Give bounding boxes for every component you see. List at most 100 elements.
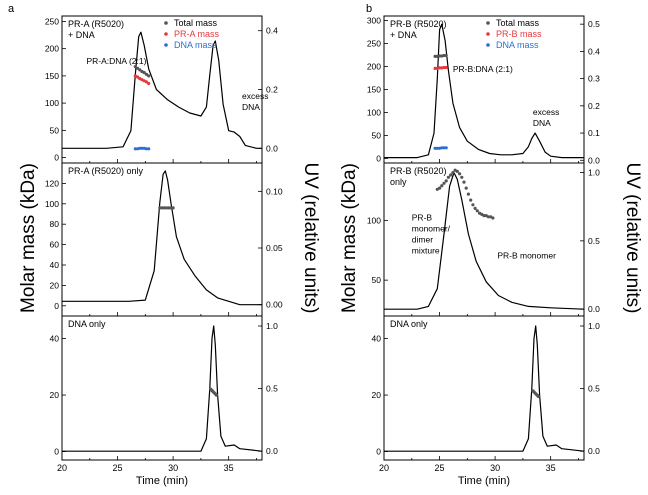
y2-tick-label: 1.0: [588, 321, 600, 331]
x-tick-label: 30: [490, 463, 500, 473]
uv-trace: [62, 31, 262, 149]
y-tick-label: 250: [367, 39, 381, 49]
plot-bottom: 0 20 40 0.0 0.5 1.0 DNA only: [372, 315, 600, 461]
x-tick-label: 25: [435, 463, 445, 473]
mass-series: [133, 74, 151, 86]
mass-point: [167, 206, 171, 210]
y2-tick-label: 1.0: [588, 168, 600, 178]
mass-series: [209, 387, 218, 397]
y-tick-label: 200: [45, 44, 59, 54]
mass-point: [471, 203, 475, 207]
legend-label: PR-A mass: [174, 29, 220, 39]
mass-point: [473, 206, 477, 210]
mass-point: [444, 179, 448, 183]
y2-tick-label: 1.0: [266, 321, 278, 331]
x-tick-label: 20: [57, 463, 67, 473]
y2-tick-label: 0.05: [266, 243, 283, 253]
mass-point: [440, 146, 444, 150]
mass-point: [144, 147, 148, 151]
mass-point: [446, 175, 450, 179]
mass-point: [442, 53, 446, 58]
mass-point: [444, 53, 448, 58]
y-tick-label: 40: [372, 334, 382, 344]
y2-tick-label: 0.5: [588, 384, 600, 394]
y-tick-label: 100: [367, 215, 381, 225]
y2-tick-label: 0.0: [266, 446, 278, 456]
mass-point: [140, 146, 144, 150]
y-tick-label: 0: [54, 153, 59, 163]
mass-point: [442, 146, 446, 150]
plot-label: DNA only: [390, 319, 428, 329]
x-tick-label: 20: [379, 463, 389, 473]
mass-point: [133, 65, 137, 69]
y-tick-label: 0: [376, 153, 381, 163]
legend-label: Total mass: [496, 18, 540, 28]
mass-point: [464, 186, 468, 190]
plot-label: DNA only: [68, 319, 106, 329]
y2-tick-label: 0.10: [266, 186, 283, 196]
annotation: PR-A:DNA (2:1): [86, 56, 146, 66]
y-axis-label: Molar mass (kDa): [339, 163, 360, 313]
y-tick-label: 150: [45, 71, 59, 81]
mass-point: [136, 66, 140, 70]
y2-tick-label: 0.00: [266, 300, 283, 310]
legend-marker: [486, 21, 490, 25]
mass-point: [462, 180, 466, 184]
mass-series: [133, 65, 151, 78]
mass-point: [136, 75, 140, 79]
annotation: PR-B:DNA (2:1): [453, 64, 513, 74]
plot-middle: 50 100 0.0 0.5 1.0 PR-B (R5020) only PR-B monome…: [367, 162, 600, 317]
uv-trace: [384, 172, 585, 310]
plot-frame: [61, 315, 263, 461]
y-tick-label: 120: [45, 178, 59, 188]
y2-axis-label: UV (relative units): [622, 163, 643, 314]
plot-middle: 0 20 40 60 80 100 120 0.00 0.05 0.10 PR-A (R5020) …: [45, 162, 283, 317]
uv-trace: [62, 170, 262, 306]
mass-point: [438, 54, 442, 58]
mass-point: [444, 146, 448, 150]
mass-point: [433, 146, 437, 150]
mass-point: [482, 214, 486, 218]
x-tick-label: 25: [113, 463, 123, 473]
uv-trace: [62, 325, 263, 452]
y2-axis-label: UV (relative units): [300, 163, 321, 314]
legend-label: DNA mass: [496, 40, 539, 50]
x-tick-label: 35: [224, 463, 234, 473]
mass-point: [460, 175, 464, 179]
mass-series: [433, 53, 448, 59]
y-tick-label: 100: [45, 199, 59, 209]
mass-point: [169, 206, 173, 210]
y-tick-label: 150: [367, 85, 381, 95]
y-tick-label: 0: [54, 301, 59, 311]
legend-marker: [164, 32, 168, 36]
mass-point: [536, 394, 541, 399]
mass-point: [491, 216, 495, 220]
mass-point: [475, 209, 479, 213]
mass-point: [214, 393, 218, 397]
y2-tick-label: 0.3: [588, 74, 600, 84]
mass-point: [147, 81, 151, 86]
y-tick-label: 40: [50, 260, 60, 270]
y-tick-label: 0: [376, 447, 381, 457]
y2-tick-label: 0.5: [588, 19, 600, 29]
x-tick-label: 35: [546, 463, 556, 473]
y-tick-label: 300: [367, 16, 381, 26]
plot-frame: [383, 315, 585, 461]
legend-label: PR-B mass: [496, 29, 542, 39]
plot-label: PR-B (R5020) only: [390, 166, 447, 187]
mass-series: [158, 206, 175, 210]
y2-tick-label: 0.2: [266, 85, 278, 95]
y-tick-label: 40: [50, 334, 60, 344]
mass-series: [433, 65, 448, 70]
mass-point: [433, 54, 437, 59]
uv-trace: [384, 325, 585, 452]
legend-marker: [164, 21, 168, 25]
y2-tick-label: 0.5: [588, 236, 600, 246]
mass-point: [451, 171, 455, 175]
mass-point: [433, 66, 437, 70]
mass-point: [144, 80, 148, 84]
legend-marker: [164, 43, 168, 47]
mass-series: [531, 389, 541, 399]
legend-label: DNA mass: [174, 40, 217, 50]
